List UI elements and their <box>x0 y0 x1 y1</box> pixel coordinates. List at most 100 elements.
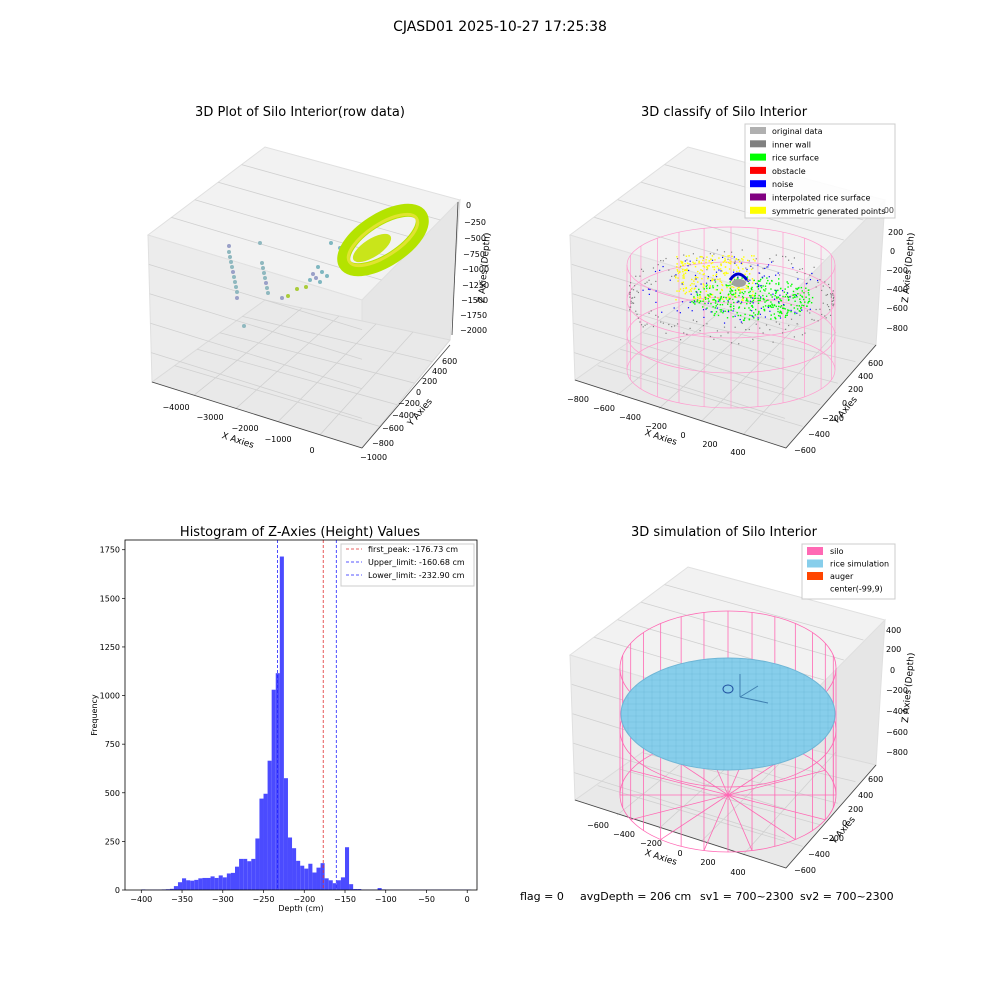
histogram-bar <box>263 793 268 890</box>
noise-point <box>746 268 748 271</box>
noise-point <box>647 288 650 290</box>
noise-point <box>779 294 781 296</box>
rice-surface-point <box>763 309 766 312</box>
inner-wall-point <box>790 263 793 265</box>
grid-line <box>664 584 864 641</box>
panel4-y-ticks: −600 −400 −200 0 200 400 600 <box>794 775 883 875</box>
symmetric-point <box>701 277 703 280</box>
rice-surface-point <box>738 289 740 291</box>
rice-surface-point <box>757 302 760 304</box>
noise-point <box>681 301 684 303</box>
symmetric-point <box>750 268 753 271</box>
symmetric-point <box>742 297 744 300</box>
histogram-bar <box>206 877 211 890</box>
inner-wall-point <box>629 306 631 308</box>
inner-wall-point <box>804 332 806 334</box>
rice-surface-point <box>745 299 747 302</box>
symmetric-point <box>753 255 755 257</box>
symmetric-point <box>682 283 685 286</box>
rice-surface-point <box>713 314 715 317</box>
rice-surface-point <box>709 293 711 295</box>
rice-surface-point <box>729 305 732 308</box>
tick-label: −2000 <box>460 326 487 335</box>
symmetric-point <box>702 283 705 285</box>
grid-line <box>242 316 433 362</box>
x-tick-label: −150 <box>334 895 356 904</box>
rice-surface-point <box>780 305 783 307</box>
histogram-bar <box>186 880 191 890</box>
rice-surface-point <box>807 302 809 304</box>
symmetric-point <box>722 272 725 275</box>
rice-surface-point <box>744 307 746 309</box>
panel1-y-ticks: −1000 −800 −600 −400 −200 0 200 400 600 <box>360 357 457 462</box>
rice-surface-point <box>704 302 706 305</box>
rice-surface-point <box>719 300 721 302</box>
inner-wall-point <box>646 281 648 283</box>
noise-point <box>642 289 644 291</box>
rice-surface-point <box>791 283 793 286</box>
symmetric-point <box>742 259 744 261</box>
histogram-bar <box>345 847 350 890</box>
legend-label: first_peak: -176.73 cm <box>368 545 458 554</box>
symmetric-point <box>681 262 684 264</box>
rice-surface-mesh <box>621 658 835 770</box>
symmetric-point <box>751 278 754 280</box>
inner-wall-point <box>636 290 638 292</box>
symmetric-point <box>727 272 729 275</box>
inner-wall-point <box>646 323 648 325</box>
tick-label: −800 <box>886 748 908 757</box>
histogram-bar <box>377 888 382 890</box>
symmetric-point <box>700 262 703 264</box>
rice-surface-point <box>808 289 810 291</box>
y-tick-label: 0 <box>115 886 120 895</box>
histogram-bar <box>296 860 301 890</box>
symmetric-point <box>685 269 687 272</box>
tick-label: −1250 <box>462 281 489 290</box>
tick-label: −400 <box>808 430 830 439</box>
rice-surface-point <box>694 303 696 305</box>
noise-point <box>689 260 691 262</box>
inner-wall-point <box>831 303 833 305</box>
rice-surface-point <box>778 282 780 284</box>
rice-surface-point <box>792 290 795 293</box>
histogram-bar <box>222 877 227 890</box>
y-tick-label: 1000 <box>100 692 120 701</box>
noise-point <box>717 300 719 302</box>
x-tick-label: −350 <box>171 895 193 904</box>
panel2-z-ticks: 200 0 −200 −400 −600 −800 <box>886 228 908 333</box>
rice-surface-point <box>710 302 712 305</box>
symmetric-point <box>745 287 747 289</box>
histogram-bar <box>198 878 203 890</box>
rice-surface-point <box>757 280 760 282</box>
silo-floor-spoke <box>727 794 826 821</box>
rice-surface-point <box>780 300 783 302</box>
symmetric-point <box>678 290 680 292</box>
inner-wall-point <box>676 323 679 325</box>
histogram-bar <box>271 689 276 890</box>
tick-label: 400 <box>886 626 901 635</box>
noise-point <box>681 283 683 285</box>
tick-label: 600 <box>442 357 457 366</box>
rice-surface-point <box>763 289 765 291</box>
rice-surface-point <box>787 311 789 313</box>
histogram-bar <box>190 880 195 890</box>
y-tick-label: 1250 <box>100 643 120 652</box>
rice-surface-point <box>801 290 803 292</box>
raw-point <box>258 241 262 245</box>
noise-point <box>723 322 726 324</box>
rice-surface-point <box>800 306 802 309</box>
raw-point <box>266 291 270 295</box>
rice-surface-point <box>737 314 739 317</box>
rice-surface-point <box>719 298 721 301</box>
noise-point <box>760 296 762 298</box>
symmetric-point <box>676 268 678 271</box>
tick-label: −500 <box>464 234 486 243</box>
rice-surface-point <box>800 301 802 304</box>
rice-surface-point <box>790 285 792 287</box>
symmetric-point <box>731 255 733 258</box>
symmetric-point <box>702 298 705 301</box>
histogram-bar <box>308 863 313 890</box>
panel4-z-ticks: 400 200 0 −200 −400 −600 −800 <box>886 626 908 757</box>
symmetric-point <box>752 279 755 282</box>
tick-label: 200 <box>888 228 903 237</box>
